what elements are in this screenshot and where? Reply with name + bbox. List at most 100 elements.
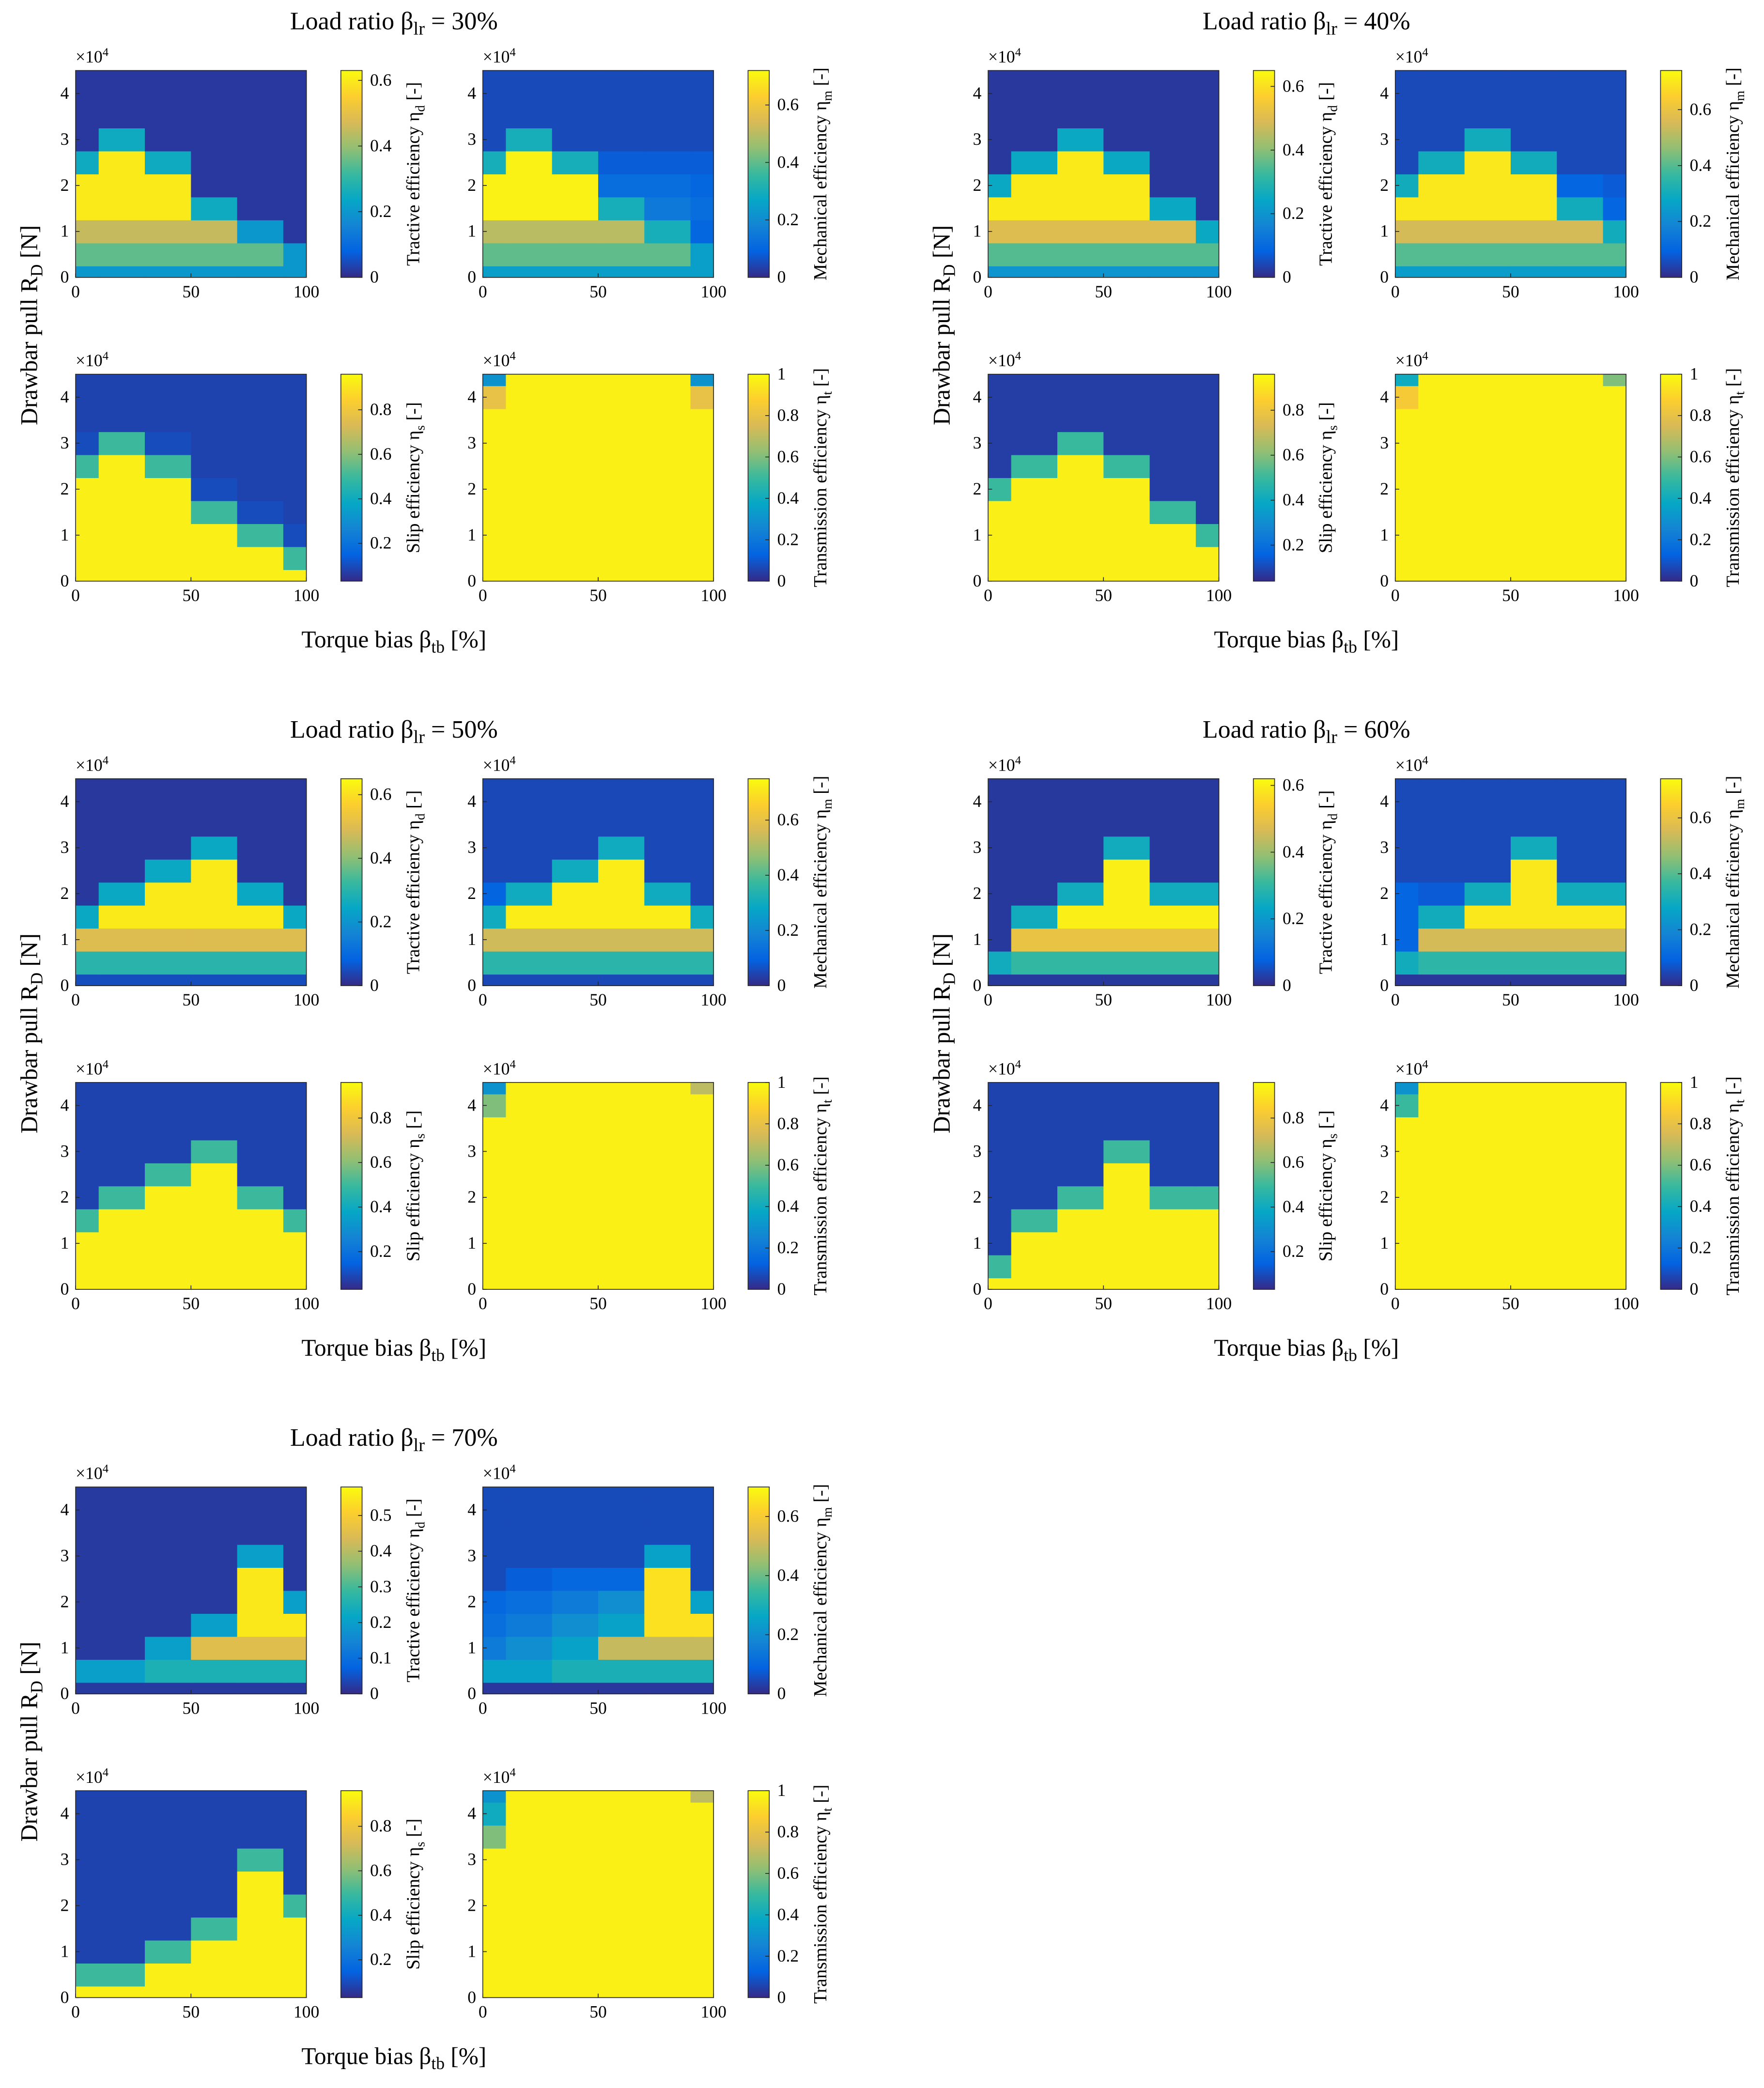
heatmap-cell bbox=[598, 1163, 645, 1187]
heatmap-cell bbox=[644, 882, 691, 906]
heatmap-cell bbox=[283, 386, 307, 409]
heatmap-cell bbox=[1057, 105, 1104, 129]
heatmap-cell bbox=[552, 1208, 599, 1233]
group-title: Load ratio βlr = 40% bbox=[1203, 8, 1410, 39]
colorbar-tick-label: 0.8 bbox=[1690, 1114, 1711, 1133]
heatmap-cell bbox=[690, 570, 714, 582]
heatmap-cell bbox=[1149, 570, 1196, 582]
y-tick-label: 4 bbox=[467, 791, 476, 811]
heatmap-cell bbox=[482, 1986, 507, 1998]
heatmap-cell bbox=[1418, 1232, 1465, 1255]
heatmap-cell bbox=[283, 1140, 307, 1163]
heatmap-cell bbox=[690, 1871, 714, 1895]
heatmap-cell bbox=[644, 905, 691, 929]
colorbar-tick-label: 0.6 bbox=[370, 1861, 391, 1880]
heatmap-cell bbox=[1103, 432, 1150, 455]
heatmap-cell bbox=[145, 790, 192, 814]
heatmap-cell bbox=[1057, 408, 1104, 433]
x-tick-label: 50 bbox=[589, 990, 607, 1009]
heatmap-cell bbox=[1464, 836, 1511, 860]
colorbar-label: Tractive efficiency ηd [-] bbox=[1315, 790, 1340, 974]
heatmap-cell bbox=[644, 1163, 691, 1187]
colorbar-tick-label: 1 bbox=[777, 1780, 786, 1800]
y-exponent-power: 4 bbox=[510, 46, 515, 59]
heatmap-cell bbox=[76, 105, 99, 129]
heatmap-cell bbox=[552, 500, 599, 524]
heatmap-cell bbox=[1395, 374, 1419, 387]
heatmap-cell bbox=[506, 1094, 553, 1117]
heatmap-cell bbox=[552, 1636, 599, 1660]
heatmap-cell bbox=[1103, 220, 1150, 244]
heatmap-cell bbox=[552, 374, 599, 387]
x-tick-label: 0 bbox=[71, 586, 80, 605]
heatmap-cell bbox=[1510, 778, 1558, 791]
heatmap-cell bbox=[1195, 174, 1220, 198]
heatmap-cell bbox=[1557, 478, 1604, 501]
colorbar bbox=[1660, 373, 1683, 582]
heatmap-cell bbox=[598, 1802, 645, 1826]
heatmap-cell bbox=[1011, 243, 1058, 266]
heatmap-cell bbox=[191, 1544, 238, 1568]
heatmap-cell bbox=[1557, 546, 1604, 570]
x-tick-label: 100 bbox=[1613, 990, 1639, 1009]
heatmap-cell bbox=[506, 374, 553, 387]
heatmap-cell bbox=[1395, 546, 1419, 570]
heatmap-cell bbox=[191, 220, 238, 244]
heatmap-cell bbox=[506, 1613, 553, 1637]
heatmap-cell bbox=[1603, 928, 1627, 952]
heatmap-cell bbox=[1149, 546, 1196, 570]
y-exponent-base: ×10 bbox=[76, 351, 103, 370]
heatmap-cell bbox=[1464, 243, 1511, 266]
heatmap-cell bbox=[145, 905, 192, 929]
heatmap-cell bbox=[552, 1487, 599, 1499]
heatmap-cell bbox=[1510, 500, 1558, 524]
y-tick-label: 1 bbox=[467, 525, 476, 544]
heatmap-cell bbox=[598, 151, 645, 174]
y-tick-label: 4 bbox=[1380, 83, 1389, 103]
heatmap-cell bbox=[690, 1487, 714, 1499]
heatmap-cell bbox=[98, 882, 145, 906]
y-tick-label: 1 bbox=[467, 1941, 476, 1961]
y-axis-label-sub: D bbox=[27, 1681, 46, 1693]
heatmap-cell bbox=[1103, 546, 1150, 570]
heatmap-cell bbox=[76, 1986, 99, 1998]
group-title-main: Load ratio β bbox=[290, 8, 414, 35]
heatmap-cell bbox=[98, 1544, 145, 1568]
colorbar-tick-label: 0.6 bbox=[1283, 76, 1304, 95]
heatmap-cell bbox=[98, 524, 145, 547]
y-tick-label: 3 bbox=[61, 837, 69, 857]
heatmap-cell bbox=[1011, 1208, 1058, 1233]
heatmap-cell bbox=[1395, 974, 1419, 986]
heatmap-cell bbox=[552, 1232, 599, 1255]
heatmap-cell bbox=[283, 1498, 307, 1522]
x-tick-label: 0 bbox=[1391, 586, 1400, 605]
x-tick-label: 50 bbox=[1095, 1294, 1113, 1313]
heatmap-cell bbox=[690, 1278, 714, 1290]
colorbar-tick-label: 0.5 bbox=[370, 1505, 391, 1525]
heatmap-cell bbox=[98, 174, 145, 198]
y-tick-label: 0 bbox=[467, 1684, 476, 1703]
y-tick-label: 2 bbox=[1380, 175, 1389, 195]
y-tick-label: 1 bbox=[467, 221, 476, 241]
colorbar-tick-label: 0 bbox=[1283, 975, 1291, 995]
heatmap-cell bbox=[552, 1521, 599, 1545]
heatmap-cell bbox=[283, 1871, 307, 1895]
heatmap-cell bbox=[1149, 859, 1196, 883]
heatmap-cell bbox=[1418, 151, 1465, 174]
heatmap-cell bbox=[1011, 524, 1058, 547]
colorbar-tick-label: 1 bbox=[777, 364, 786, 384]
heatmap-cell bbox=[1464, 1163, 1511, 1187]
x-axis-label-sub: tb bbox=[431, 2054, 445, 2073]
heatmap-cell bbox=[482, 1917, 507, 1941]
heatmap-cell bbox=[98, 1082, 145, 1095]
heatmap-cell bbox=[1103, 570, 1150, 582]
heatmap-cell bbox=[1149, 220, 1196, 244]
heatmap-cell bbox=[1011, 82, 1058, 106]
heatmap-cell bbox=[506, 500, 553, 524]
heatmap-cell bbox=[506, 1487, 553, 1499]
heatmap-cell bbox=[598, 778, 645, 791]
heatmap-cell bbox=[552, 82, 599, 106]
heatmap-cell bbox=[1603, 1232, 1627, 1255]
heatmap-cell bbox=[98, 790, 145, 814]
heatmap-cell bbox=[1057, 1232, 1104, 1255]
